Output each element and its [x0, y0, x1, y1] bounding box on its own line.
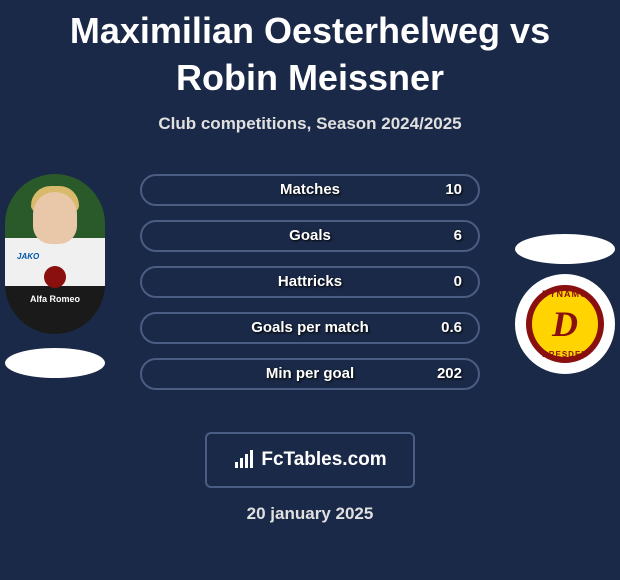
club-letter: D: [552, 303, 578, 345]
right-oval-placeholder: [515, 234, 615, 264]
brand-text: FcTables.com: [261, 449, 386, 471]
stat-label: Goals: [158, 227, 462, 244]
stat-right-value: 202: [437, 365, 462, 382]
bar-chart-icon: [233, 450, 255, 470]
stat-row: Goals per match 0.6: [140, 312, 480, 344]
stat-right-value: 0.6: [441, 319, 462, 336]
subtitle: Club competitions, Season 2024/2025: [0, 114, 620, 134]
date-line: 20 january 2025: [0, 504, 620, 524]
player-right-column: DYNAMO D DRESDEN: [510, 224, 620, 374]
page-title: Maximilian Oesterhelweg vs Robin Meissne…: [0, 0, 620, 106]
stats-list: Matches 10 Goals 6 Hattricks 0 Goals per…: [140, 174, 480, 404]
compare-area: JAKO Alfa Romeo DYNAMO D DRESDEN Matches…: [0, 164, 620, 414]
kit-sponsor-bottom: Alfa Romeo: [30, 294, 80, 304]
club-name-top: DYNAMO: [542, 289, 588, 299]
kit-sponsor-top: JAKO: [17, 252, 39, 261]
left-oval-placeholder: [5, 348, 105, 378]
stat-row: Hattricks 0: [140, 266, 480, 298]
player-left-column: JAKO Alfa Romeo: [0, 174, 110, 378]
stat-label: Matches: [158, 181, 462, 198]
stat-label: Hattricks: [158, 273, 462, 290]
club-crest-icon: [44, 266, 66, 288]
stat-right-value: 6: [454, 227, 462, 244]
stat-label: Min per goal: [158, 365, 462, 382]
stat-row: Goals 6: [140, 220, 480, 252]
brand-box: FcTables.com: [205, 432, 415, 488]
stat-right-value: 0: [454, 273, 462, 290]
stat-right-value: 10: [445, 181, 462, 198]
right-club-badge: DYNAMO D DRESDEN: [515, 274, 615, 374]
stat-row: Min per goal 202: [140, 358, 480, 390]
stat-row: Matches 10: [140, 174, 480, 206]
club-name-bottom: DRESDEN: [542, 350, 588, 359]
player-left-avatar: JAKO Alfa Romeo: [5, 174, 105, 334]
stat-label: Goals per match: [158, 319, 462, 336]
